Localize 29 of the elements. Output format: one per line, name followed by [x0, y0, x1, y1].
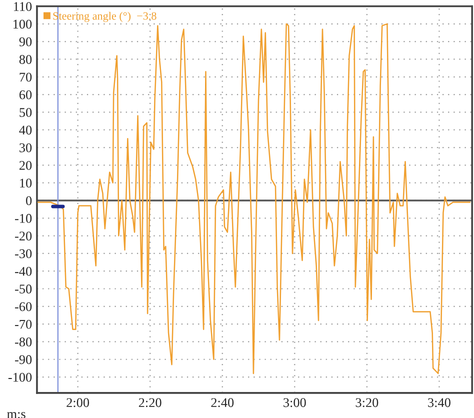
y-tick-label: 100: [13, 20, 32, 29]
x-tick-label: 2:40: [211, 398, 234, 408]
y-tick-label: -30: [15, 249, 32, 258]
y-tick-label: 50: [20, 108, 32, 117]
y-tick-label: 110: [14, 2, 32, 11]
y-tick-label: -90: [15, 355, 32, 364]
line-series: [37, 23, 471, 374]
y-tick-label: -50: [15, 284, 32, 294]
x-tick-label: 3:40: [428, 398, 450, 408]
y-tick-label: -70: [15, 320, 32, 329]
y-tick-label: 20: [19, 160, 32, 170]
y-tick-label: 70: [20, 72, 32, 82]
y-tick-label: 80: [19, 55, 32, 64]
y-tick-label: -60: [15, 302, 32, 312]
y-tick-label: -80: [15, 338, 32, 346]
y-tick-label: -100: [8, 372, 32, 382]
x-tick-label: 2:20: [138, 398, 162, 408]
y-tick-label: 90: [19, 37, 32, 46]
x-tick-label: 3:00: [284, 398, 306, 408]
x-tick-label: 3:20: [356, 398, 378, 408]
x-tick-label: 2:00: [66, 398, 90, 408]
y-tick-label: -20: [15, 232, 32, 240]
y-tick-label: 40: [19, 126, 32, 135]
y-tick-label: -10: [15, 214, 32, 223]
y-tick-label: 10: [20, 178, 32, 188]
y-tick-label: 0: [26, 196, 32, 206]
y-tick-label: 30: [20, 143, 32, 152]
y-tick-label: -40: [15, 266, 32, 276]
y-tick-label: 60: [19, 90, 32, 100]
